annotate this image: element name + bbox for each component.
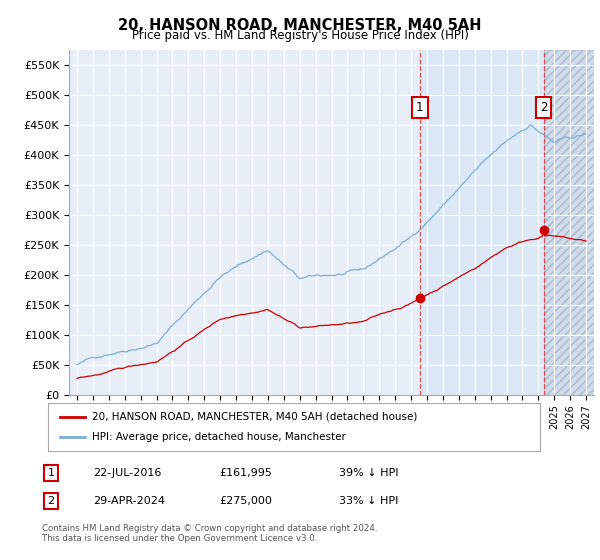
Text: 39% ↓ HPI: 39% ↓ HPI <box>339 468 398 478</box>
Bar <box>420 50 544 395</box>
Bar <box>544 50 594 395</box>
Text: 29-APR-2024: 29-APR-2024 <box>93 496 165 506</box>
Bar <box>544 50 594 395</box>
Text: £275,000: £275,000 <box>219 496 272 506</box>
Text: 1: 1 <box>416 101 424 114</box>
Text: 1: 1 <box>47 468 55 478</box>
Text: 20, HANSON ROAD, MANCHESTER, M40 5AH: 20, HANSON ROAD, MANCHESTER, M40 5AH <box>118 18 482 34</box>
Text: Contains HM Land Registry data © Crown copyright and database right 2024.: Contains HM Land Registry data © Crown c… <box>42 524 377 533</box>
Text: 2: 2 <box>47 496 55 506</box>
Text: Price paid vs. HM Land Registry's House Price Index (HPI): Price paid vs. HM Land Registry's House … <box>131 29 469 42</box>
Text: 2: 2 <box>540 101 547 114</box>
Text: 22-JUL-2016: 22-JUL-2016 <box>93 468 161 478</box>
Text: HPI: Average price, detached house, Manchester: HPI: Average price, detached house, Manc… <box>92 432 346 442</box>
Text: £161,995: £161,995 <box>219 468 272 478</box>
Text: 33% ↓ HPI: 33% ↓ HPI <box>339 496 398 506</box>
Text: 20, HANSON ROAD, MANCHESTER, M40 5AH (detached house): 20, HANSON ROAD, MANCHESTER, M40 5AH (de… <box>92 412 418 422</box>
Text: This data is licensed under the Open Government Licence v3.0.: This data is licensed under the Open Gov… <box>42 534 317 543</box>
